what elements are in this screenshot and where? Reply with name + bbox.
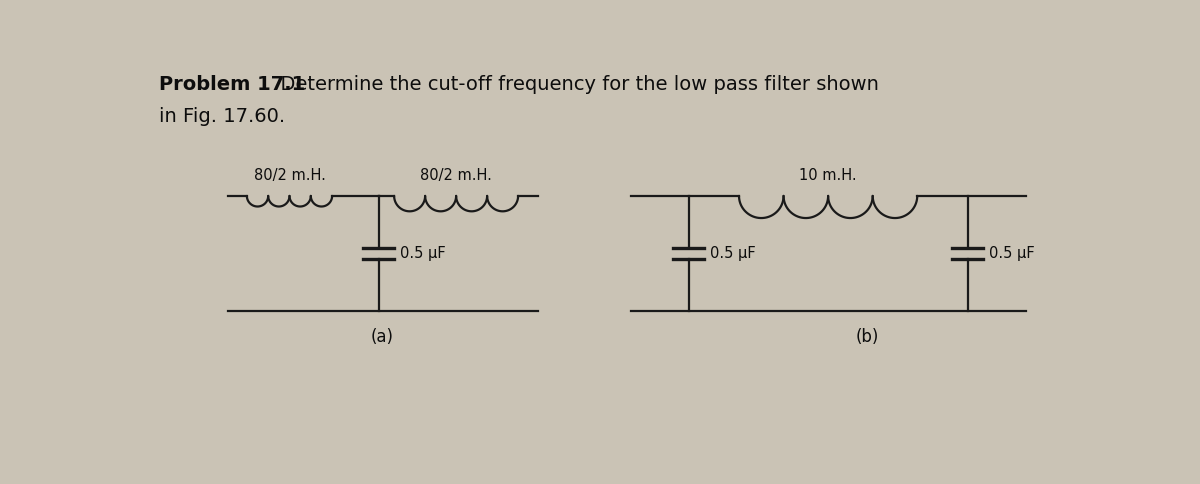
Text: 80/2 m.H.: 80/2 m.H. [253,168,325,183]
Text: 0.5 μF: 0.5 μF [989,246,1034,261]
Text: (a): (a) [371,328,394,347]
Text: Determine the cut-off frequency for the low pass filter shown: Determine the cut-off frequency for the … [268,75,878,94]
Text: 10 m.H.: 10 m.H. [799,168,857,183]
Text: 0.5 μF: 0.5 μF [710,246,756,261]
Text: 80/2 m.H.: 80/2 m.H. [420,168,492,183]
Text: Problem 17.1: Problem 17.1 [160,75,306,94]
Text: (b): (b) [856,328,878,347]
Text: in Fig. 17.60.: in Fig. 17.60. [160,107,286,126]
Text: 0.5 μF: 0.5 μF [401,246,446,261]
